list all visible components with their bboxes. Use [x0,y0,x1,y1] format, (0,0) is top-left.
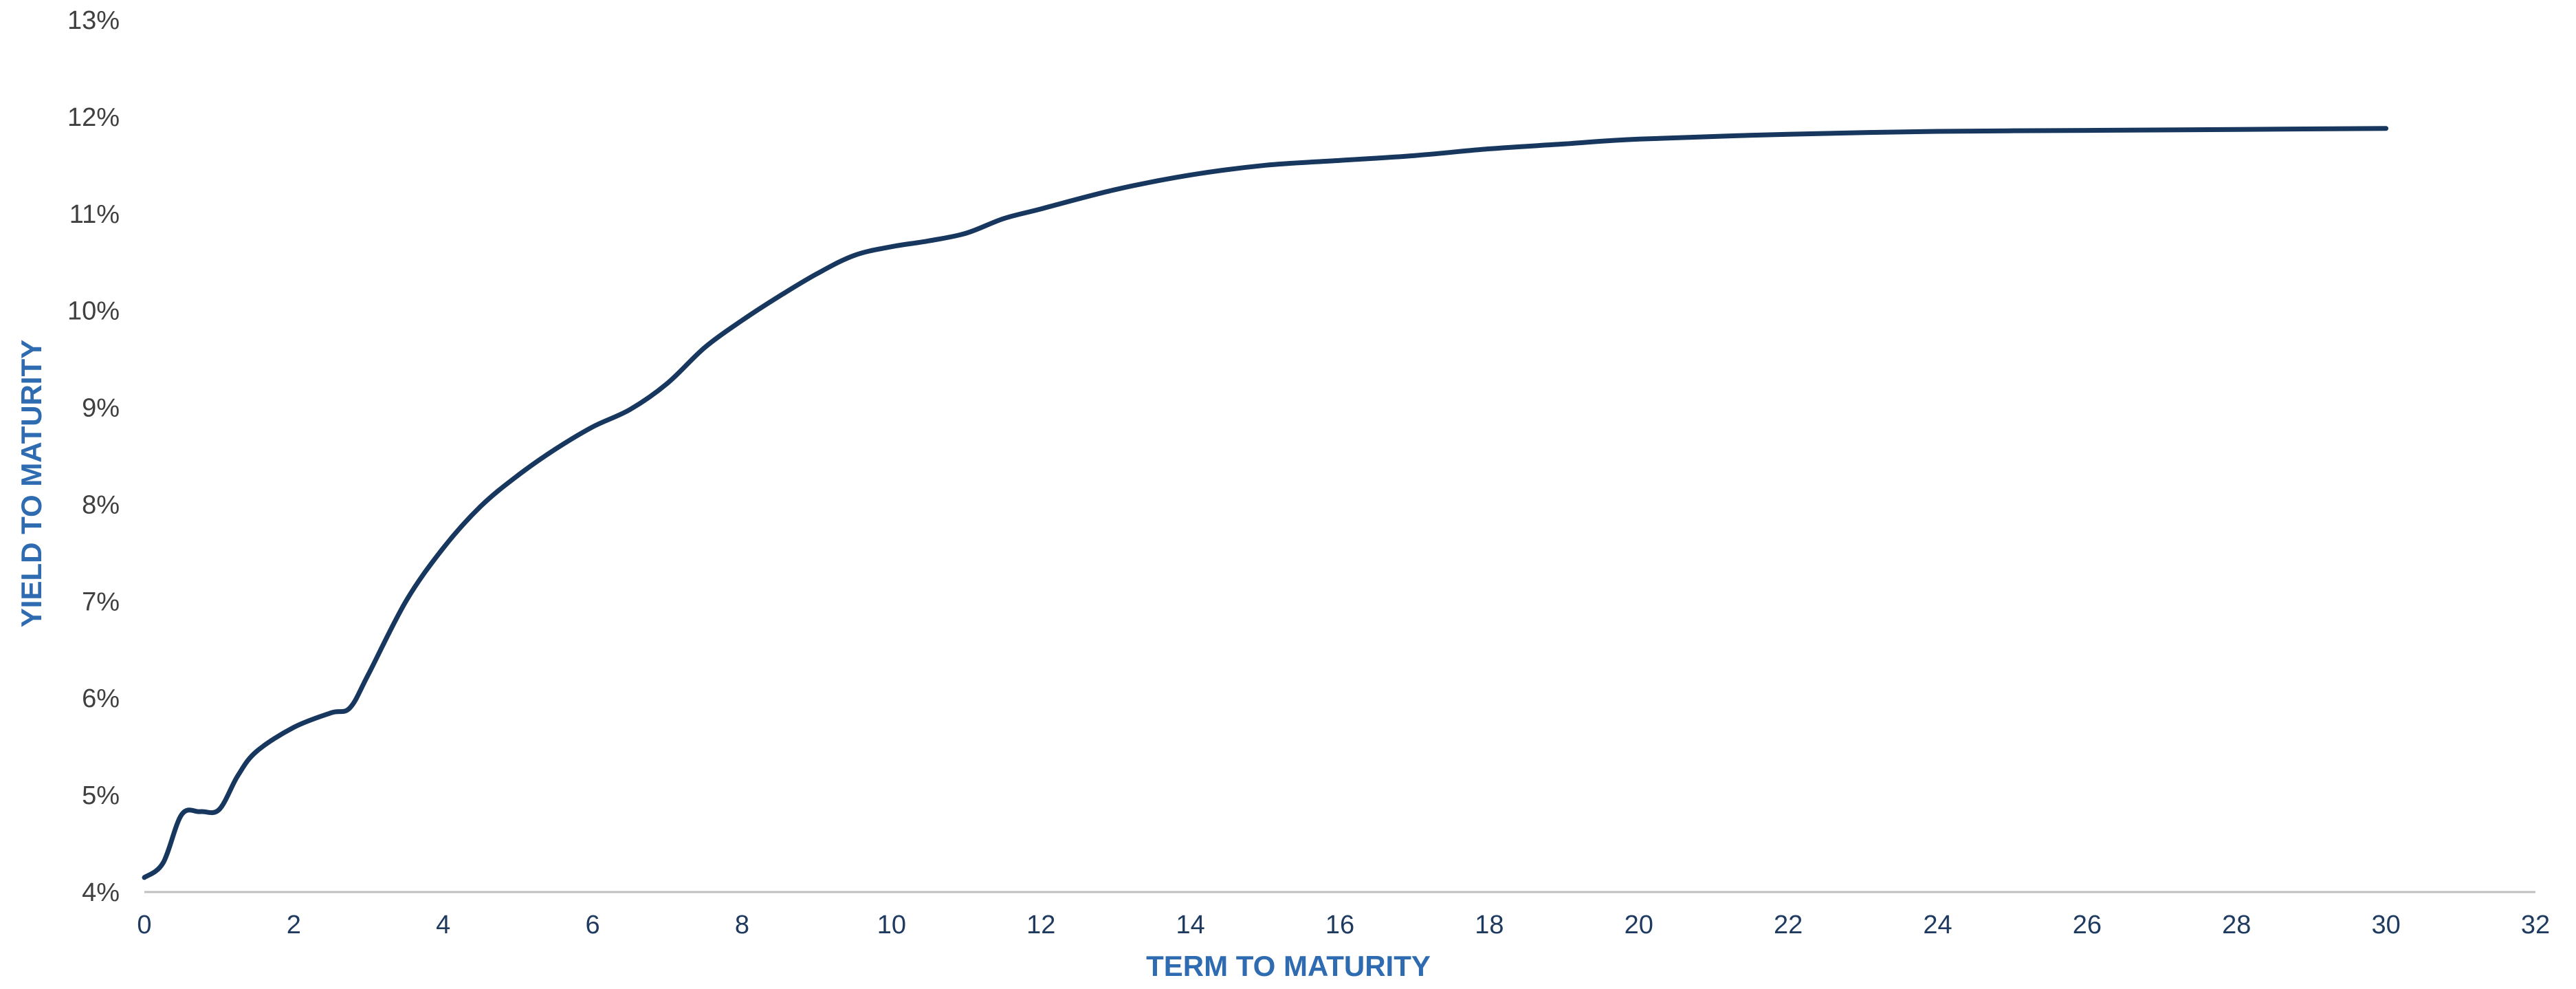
x-tick-label: 18 [1475,911,1504,939]
x-tick-label: 20 [1625,911,1653,939]
y-tick-label: 6% [82,684,120,713]
x-tick-label: 6 [586,911,600,939]
y-tick-label: 11% [69,200,120,229]
x-tick-label: 30 [2371,911,2400,939]
y-tick-label: 13% [67,6,120,35]
x-tick-label: 8 [735,911,749,939]
x-tick-label: 4 [436,911,450,939]
yield-curve-line [142,126,2389,880]
x-tick-label: 10 [877,911,906,939]
x-tick-label: 2 [287,911,301,939]
y-tick-label: 9% [82,394,120,423]
y-axis-title: YIELD TO MATURITY [15,340,47,627]
x-tick-label: 32 [2521,911,2550,939]
x-tick-label: 24 [1923,911,1952,939]
y-tick-label: 7% [82,587,120,616]
x-tick-label: 28 [2222,911,2251,939]
x-tick-label: 0 [137,911,151,939]
y-tick-label: 10% [67,297,120,326]
x-axis-title: TERM TO MATURITY [1146,950,1431,982]
y-tick-label: 8% [82,490,120,519]
y-tick-label: 12% [67,103,120,132]
x-axis-tick-labels: 0 2 4 6 8 10 12 14 16 18 20 22 24 26 28 30 32 [137,911,2550,939]
x-tick-label: 22 [1774,911,1803,939]
y-tick-label: 4% [82,878,120,907]
x-tick-label: 12 [1026,911,1055,939]
y-axis-tick-labels: 4% 5% 6% 7% 8% 9% 10% 11% 12% 13% [67,6,120,907]
x-tick-label: 14 [1176,911,1204,939]
x-tick-label: 16 [1325,911,1354,939]
x-tick-label: 26 [2073,911,2102,939]
y-tick-label: 5% [82,781,120,810]
